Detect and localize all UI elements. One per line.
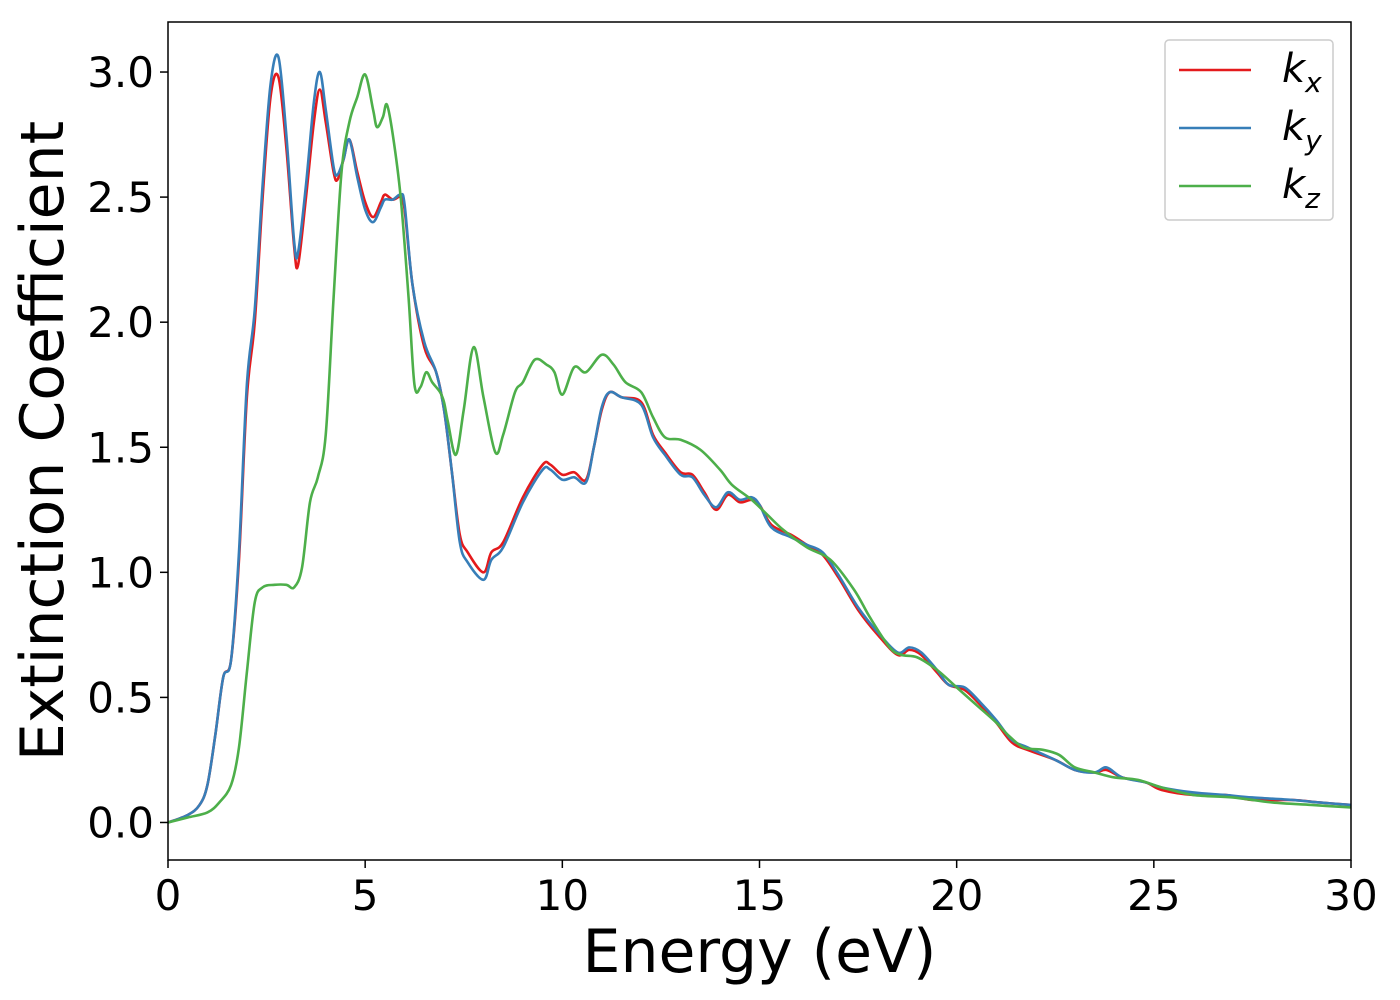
x-tick-label: 25 [1127,871,1180,920]
y-axis-ticks: 0.0 0.5 1.0 1.5 2.0 2.5 3.0 [87,48,168,847]
y-tick-label: 1.5 [87,423,154,472]
x-axis-label: Energy (eV) [583,917,937,987]
y-tick-label: 0.0 [87,798,154,847]
y-tick-label: 0.5 [87,673,154,722]
legend-label-z: kz [1282,162,1321,215]
x-tick-label: 20 [930,871,983,920]
x-tick-label: 5 [352,871,379,920]
x-tick-label: 0 [155,871,182,920]
x-axis-ticks: 0 5 10 15 20 25 30 [155,860,1378,920]
legend-frame [1164,39,1334,221]
y-tick-label: 2.0 [87,298,154,347]
series-layer [168,53,1351,824]
y-tick-label: 2.5 [87,173,154,222]
x-tick-label: 15 [733,871,786,920]
y-axis-label: Extinction Coefficient [8,121,78,761]
y-tick-label: 1.0 [87,548,154,597]
series-line-z [168,73,1351,824]
y-tick-label: 3.0 [87,48,154,97]
x-tick-label: 30 [1324,871,1377,920]
series-line-y [168,53,1351,824]
x-tick-label: 10 [536,871,589,920]
